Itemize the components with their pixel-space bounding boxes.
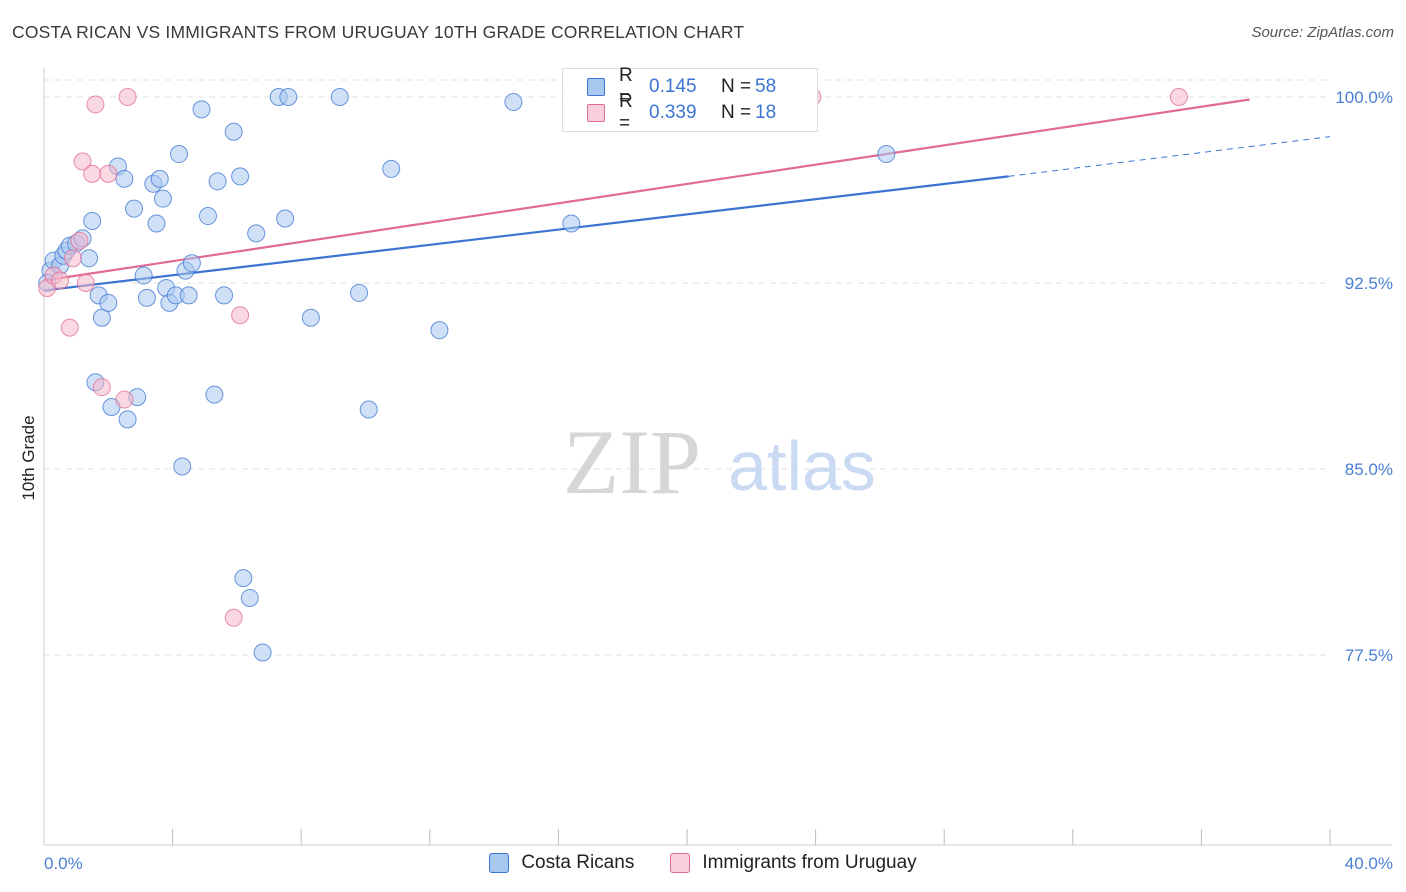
point-uruguay	[115, 390, 134, 409]
legend-n-value: 18	[755, 102, 777, 123]
axes	[43, 68, 1392, 846]
point-costa-ricans	[430, 321, 449, 340]
point-uruguay	[73, 152, 92, 171]
point-costa-ricans	[198, 207, 217, 226]
point-costa-ricans	[192, 100, 211, 119]
point-costa-ricans	[179, 286, 198, 305]
point-costa-ricans	[80, 249, 99, 268]
series-legend: Costa Ricans Immigrants from Uruguay	[0, 852, 1406, 874]
source-label: Source: ZipAtlas.com	[1251, 24, 1394, 41]
stats-legend: R = 0.145 N = 58 R = 0.339 N = 18	[562, 65, 818, 134]
point-costa-ricans	[153, 189, 172, 208]
legend-swatch-blue	[587, 78, 605, 96]
point-costa-ricans	[182, 254, 201, 273]
y-tick-label: 85.0%	[1345, 460, 1393, 479]
point-costa-ricans	[330, 88, 349, 106]
watermark-atlas: atlas	[728, 427, 876, 505]
point-costa-ricans	[83, 212, 102, 230]
legend-row-uruguay: R = 0.339 N = 18	[587, 91, 777, 134]
legend-n-value: 58	[755, 76, 777, 97]
point-costa-ricans	[240, 588, 259, 607]
y-tick-label: 100.0%	[1335, 88, 1393, 107]
x-tick-label: 40.0%	[1345, 854, 1393, 873]
point-costa-ricans	[279, 88, 298, 106]
point-uruguay	[99, 164, 118, 183]
trend-line-uruguay	[43, 98, 1250, 282]
point-costa-ricans	[173, 457, 192, 476]
legend-item-costa-ricans[interactable]: Costa Ricans	[489, 852, 634, 874]
legend-label: Costa Ricans	[521, 852, 635, 873]
chart-title: COSTA RICAN VS IMMIGRANTS FROM URUGUAY 1…	[12, 22, 745, 42]
point-costa-ricans	[276, 209, 295, 228]
trend-line-costa-ricans-extension	[1008, 136, 1331, 177]
point-costa-ricans	[115, 169, 134, 188]
point-costa-ricans	[137, 288, 156, 307]
point-costa-ricans	[118, 410, 137, 429]
point-costa-ricans	[150, 169, 169, 188]
y-axis-label: 10th Grade	[19, 415, 38, 500]
point-uruguay	[118, 88, 137, 106]
point-costa-ricans	[562, 214, 581, 233]
point-costa-ricans	[147, 214, 166, 233]
watermark-zip: ZIP	[563, 411, 701, 513]
legend-r-value: 0.145	[649, 76, 697, 97]
legend-r-label: R =	[619, 91, 633, 134]
legend-swatch-pink	[587, 104, 605, 122]
point-costa-ricans	[205, 385, 224, 404]
point-costa-ricans	[134, 266, 153, 285]
legend-r-label: R =	[619, 65, 633, 108]
point-costa-ricans	[231, 167, 250, 186]
y-tick-label: 77.5%	[1345, 646, 1393, 665]
trend-line-costa-ricans	[43, 175, 1009, 292]
point-costa-ricans	[99, 293, 118, 312]
point-costa-ricans	[359, 400, 378, 419]
point-costa-ricans	[301, 308, 320, 327]
point-uruguay	[63, 249, 82, 268]
legend-swatch-blue	[489, 853, 510, 873]
tick-labels: 77.5% 85.0% 92.5% 100.0% 0.0% 40.0%	[44, 88, 1393, 873]
gridlines	[44, 79, 1330, 656]
legend-n-label: N =	[721, 76, 752, 97]
point-costa-ricans	[170, 145, 189, 164]
point-uruguay	[70, 231, 89, 250]
point-costa-ricans	[215, 286, 234, 305]
point-costa-ricans	[350, 283, 369, 302]
watermark: ZIP atlas	[563, 411, 876, 513]
x-tick-label: 0.0%	[44, 854, 83, 873]
trend-lines	[43, 98, 1331, 292]
point-costa-ricans	[253, 643, 272, 662]
point-costa-ricans	[224, 122, 243, 141]
point-uruguay	[60, 318, 79, 337]
legend-swatch-pink	[670, 853, 691, 873]
legend-n-label: N =	[721, 102, 752, 123]
legend-item-uruguay[interactable]: Immigrants from Uruguay	[670, 852, 917, 874]
point-costa-ricans	[208, 172, 227, 191]
legend-r-value: 0.339	[649, 102, 697, 123]
point-uruguay	[51, 271, 70, 290]
point-costa-ricans	[234, 569, 253, 588]
legend-row-costa-ricans: R = 0.145 N = 58	[587, 65, 777, 108]
point-costa-ricans	[247, 224, 266, 243]
point-uruguay	[231, 306, 250, 325]
point-costa-ricans	[92, 308, 111, 327]
point-costa-ricans	[125, 199, 144, 218]
data-points	[38, 88, 1188, 662]
point-uruguay	[1169, 88, 1188, 106]
point-uruguay	[76, 274, 95, 292]
point-uruguay	[83, 164, 102, 183]
legend-label: Immigrants from Uruguay	[702, 852, 917, 873]
point-uruguay	[224, 608, 243, 627]
point-uruguay	[86, 95, 105, 114]
point-costa-ricans	[382, 159, 401, 178]
point-costa-ricans	[504, 92, 523, 111]
y-tick-label: 92.5%	[1345, 274, 1393, 293]
point-uruguay	[92, 378, 111, 397]
point-costa-ricans	[877, 145, 896, 164]
